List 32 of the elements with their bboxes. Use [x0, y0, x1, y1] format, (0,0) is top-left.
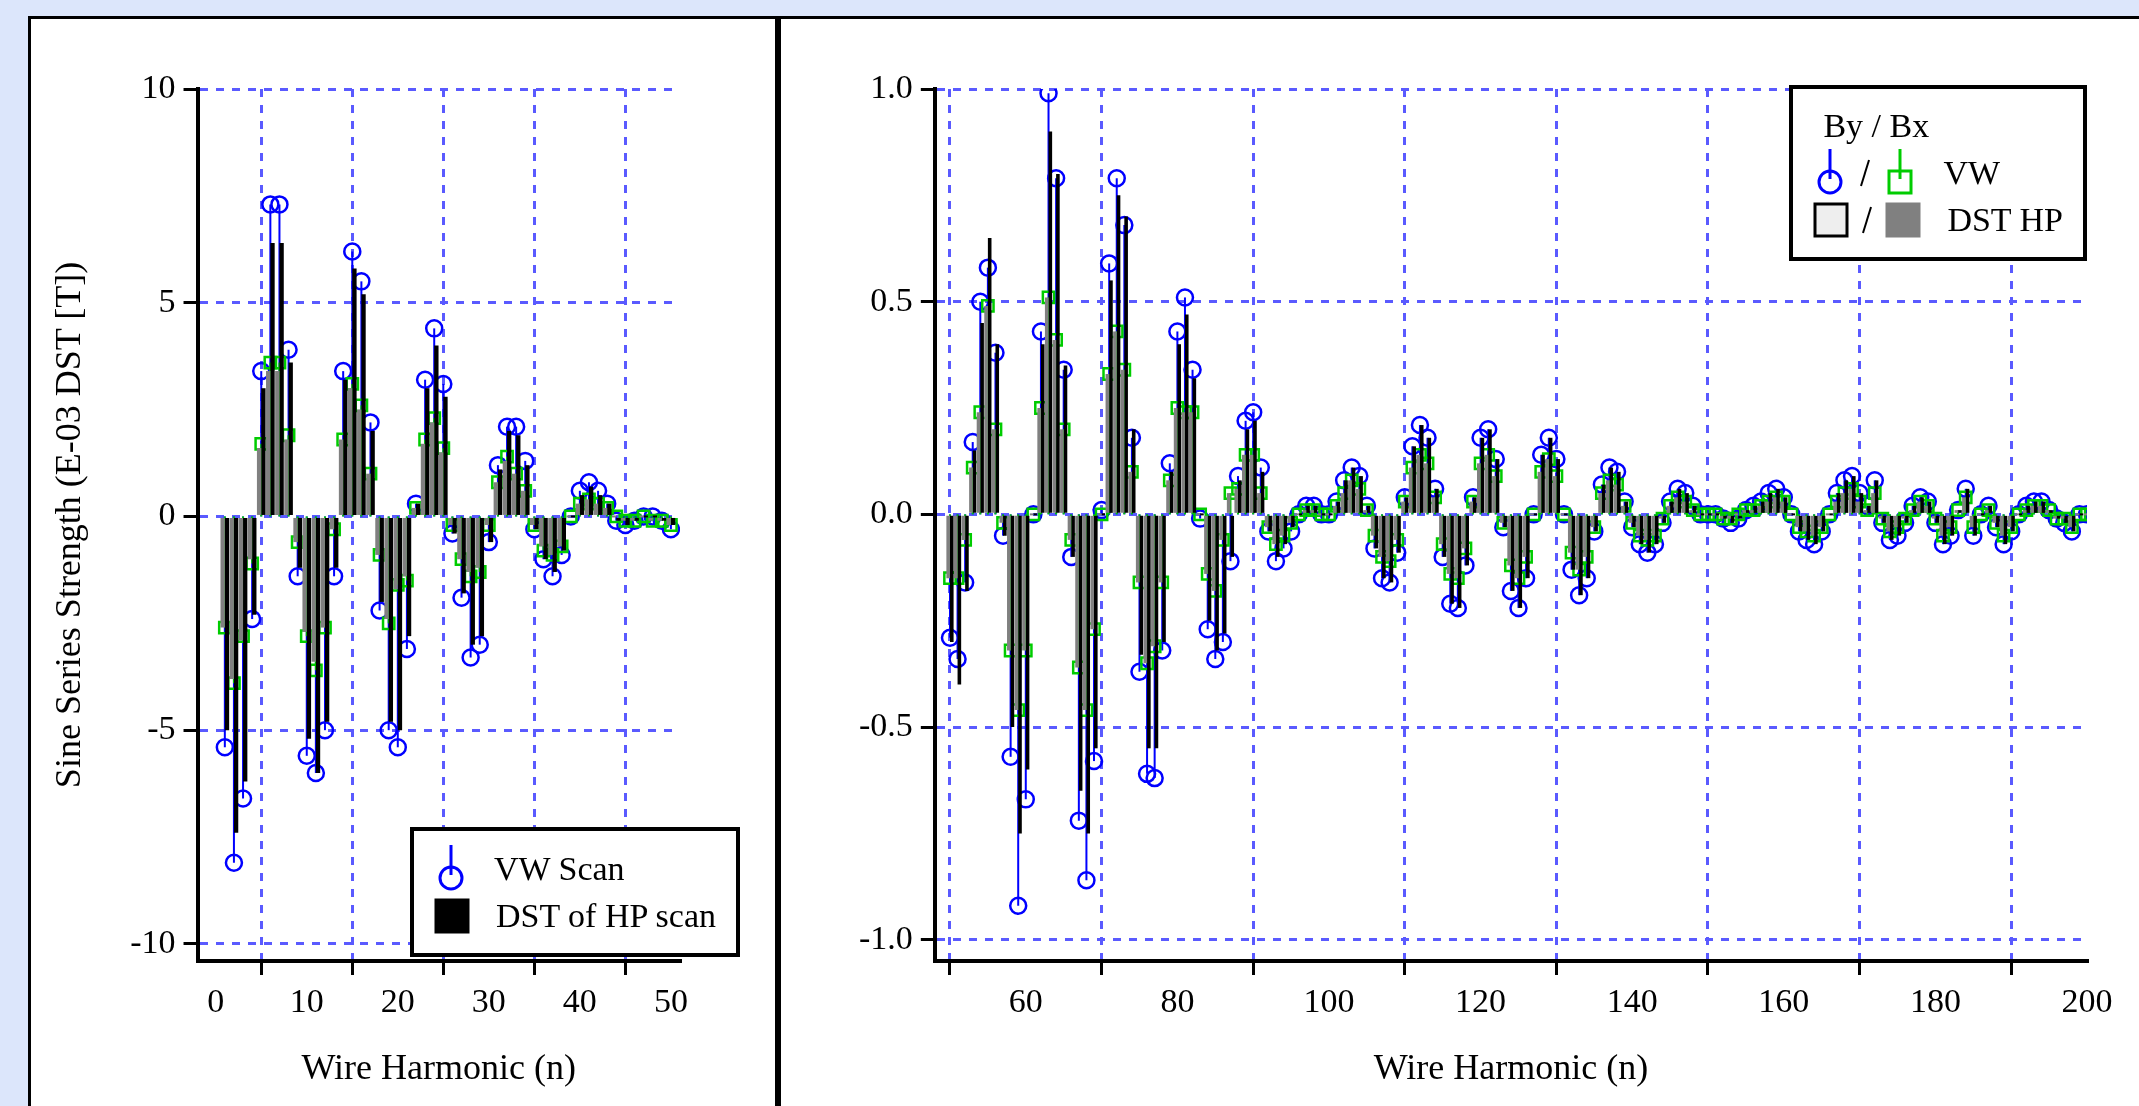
x-tick-label: 60 [1008, 982, 1043, 1020]
legend-label: DST of HP scan [495, 896, 716, 936]
x-tick-label: 30 [471, 982, 506, 1020]
x-tick-label: 10 [289, 982, 324, 1020]
x-tick-label: 50 [653, 982, 688, 1020]
y-tick-label: 0 [158, 495, 176, 533]
x-tick-label: 0 [207, 982, 225, 1020]
x-tick-label: 80 [1160, 982, 1195, 1020]
x-axis-title: Wire Harmonic (n) [301, 1046, 576, 1087]
y-tick-label: 0.5 [870, 280, 913, 318]
x-tick-label: 160 [1758, 982, 1810, 1020]
legend-title: By / Bx [1822, 106, 1931, 146]
y-tick-label: 5 [158, 281, 176, 319]
y-tick-label: -10 [130, 922, 176, 960]
y-tick-label: -0.5 [858, 705, 913, 743]
y-tick-label: 10 [141, 67, 176, 105]
x-tick-label: 20 [380, 982, 415, 1020]
x-tick-label: 200 [2061, 982, 2113, 1020]
x-tick-label: 40 [562, 982, 597, 1020]
y-tick-label: 0.0 [870, 493, 913, 531]
x-tick-label: 120 [1455, 982, 1507, 1020]
x-tick-label: 140 [1606, 982, 1658, 1020]
legend-label: DST HP [1947, 200, 2063, 240]
y-tick-label: 1.0 [870, 67, 913, 105]
y-axis-title: Sine Series Strength (E-03 DST [T]) [48, 261, 89, 789]
x-axis-title: Wire Harmonic (n) [1373, 1046, 1649, 1087]
legend-label: VW Scan [493, 849, 625, 889]
x-tick-label: 180 [1909, 982, 1961, 1020]
x-tick-label: 100 [1303, 982, 1355, 1020]
legend-label: VW [1943, 153, 2001, 193]
y-tick-label: -5 [147, 709, 176, 747]
y-tick-label: -1.0 [858, 918, 913, 956]
